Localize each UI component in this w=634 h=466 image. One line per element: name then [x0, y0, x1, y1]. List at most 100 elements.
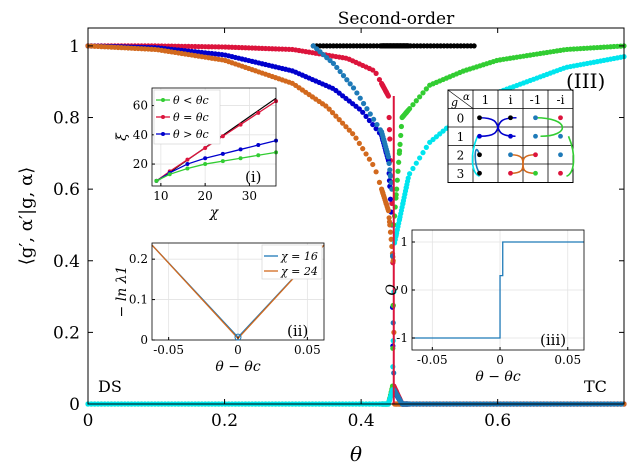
- main-point: [471, 43, 477, 49]
- main-point: [385, 154, 392, 160]
- x-tick-label: 0.4: [348, 411, 375, 431]
- main-point: [387, 167, 393, 173]
- inset-point: [220, 151, 225, 156]
- annotation-ds: DS: [98, 377, 122, 396]
- main-point: [346, 127, 352, 133]
- main-point: [405, 107, 411, 113]
- main-point: [397, 141, 403, 147]
- main-point: [398, 123, 405, 130]
- main-point: [366, 117, 372, 124]
- table-dot: [508, 115, 513, 121]
- inset-point: [256, 110, 261, 115]
- main-point: [353, 135, 359, 141]
- main-point: [373, 126, 379, 132]
- main-point: [320, 52, 326, 58]
- table-row-header: 0: [457, 112, 465, 126]
- main-series: [310, 43, 477, 49]
- main-point: [336, 117, 342, 123]
- inset-i: 10 20 30 20 40 60 χ ξ (i) θ < θc θ = θc θ > θc: [114, 87, 278, 221]
- inset-y-tick-label: 0: [140, 333, 148, 347]
- table-column-header: 1: [482, 93, 490, 107]
- inset-y-tick-label: 60: [133, 99, 148, 113]
- table-dot: [508, 170, 513, 176]
- main-point: [366, 156, 372, 162]
- inset-point: [238, 147, 243, 152]
- inset-xlabel: χ: [209, 205, 220, 221]
- main-point: [363, 113, 369, 119]
- table-dot: [558, 152, 563, 158]
- annotation-tc: TC: [584, 377, 607, 396]
- main-point: [386, 160, 392, 166]
- main-point: [324, 55, 330, 61]
- table-link-curve: [471, 135, 480, 177]
- legend-marker: [161, 98, 165, 102]
- y-tick-label: 1: [69, 37, 80, 57]
- main-point: [326, 106, 332, 112]
- main-point: [373, 70, 379, 76]
- main-ylabel: ⟨g′, α′|g, α⟩: [16, 167, 37, 266]
- inset-panel-label: (i): [245, 168, 262, 186]
- inset-y-tick-label: -1: [396, 331, 408, 345]
- main-point: [317, 49, 323, 55]
- table-dot: [508, 152, 513, 158]
- table-link-curve: [566, 135, 575, 177]
- x-tick-label: 0.2: [211, 411, 238, 431]
- inset-x-tick-label: -0.05: [417, 353, 448, 367]
- inset-point: [185, 157, 190, 162]
- main-point: [407, 171, 413, 177]
- y-tick-label: 0.2: [53, 323, 80, 343]
- table-dot: [558, 170, 563, 176]
- inset-point: [185, 166, 190, 171]
- inset-ylabel: − ln λ1: [114, 266, 130, 318]
- main-point: [350, 131, 356, 137]
- inset-point: [185, 162, 190, 167]
- inset-x-tick-label: -0.05: [153, 343, 184, 357]
- main-point: [347, 81, 353, 87]
- inset-series-line: [156, 151, 277, 182]
- inset-ii: -0.05 0 0.05 0 0.1 0.2 θ − θc − ln λ1 (ii) χ = 16…: [114, 242, 325, 375]
- main-point: [330, 60, 337, 67]
- main-point: [360, 100, 367, 107]
- panel-label-III: (III): [566, 69, 605, 93]
- x-tick-label: 0: [83, 411, 94, 431]
- y-tick-label: 0.8: [53, 109, 80, 129]
- main-title: Second-order: [338, 9, 455, 29]
- main-point: [423, 86, 429, 92]
- main-point: [340, 73, 347, 79]
- inset-x-tick-label: 0.05: [554, 353, 581, 367]
- table-dot: [533, 115, 538, 121]
- table-column-header: -1: [530, 93, 542, 107]
- main-point: [327, 57, 333, 64]
- inset-iii: -0.05 0 0.05 -1 0 1 θ − θc Q (iii): [384, 229, 585, 385]
- main-point: [405, 43, 411, 49]
- table-dot: [477, 115, 482, 121]
- inset-y-tick-label: 40: [133, 128, 148, 142]
- main-point: [410, 165, 416, 172]
- inset-point: [203, 156, 208, 161]
- main-point: [370, 121, 376, 128]
- main-point: [370, 161, 376, 168]
- main-point: [360, 146, 366, 152]
- inset-x-tick-label: 0: [234, 343, 242, 357]
- main-point: [344, 77, 350, 83]
- main-point: [398, 132, 404, 139]
- main-point: [356, 106, 362, 112]
- inset-y-tick-label: 0.2: [129, 252, 148, 266]
- main-point: [396, 150, 402, 156]
- table-dot: [558, 115, 563, 121]
- table-dot: [533, 133, 538, 139]
- main-point: [360, 109, 366, 115]
- main-point: [386, 127, 393, 133]
- inset-ii-legend: [261, 244, 323, 280]
- main-point: [387, 196, 394, 202]
- inset-point: [203, 162, 208, 167]
- main-point: [385, 208, 392, 214]
- main-point: [370, 67, 376, 73]
- main-point: [395, 168, 401, 174]
- inset-ylabel: ξ: [114, 132, 130, 141]
- main-point: [387, 229, 394, 235]
- main-point: [314, 46, 320, 52]
- inset-point: [238, 156, 243, 161]
- table-dot: [477, 170, 482, 176]
